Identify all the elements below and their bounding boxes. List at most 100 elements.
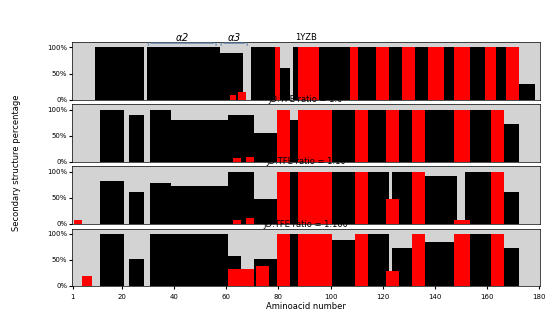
- Bar: [139, 115, 142, 162]
- Bar: [501, 248, 504, 286]
- Bar: [264, 133, 267, 162]
- Bar: [358, 47, 360, 100]
- Bar: [527, 84, 530, 100]
- Bar: [77, 220, 79, 224]
- Bar: [298, 234, 301, 286]
- Bar: [425, 241, 428, 286]
- Bar: [371, 47, 374, 100]
- Bar: [460, 220, 462, 224]
- Bar: [462, 110, 464, 162]
- Bar: [451, 176, 454, 224]
- Bar: [137, 259, 139, 286]
- Bar: [493, 110, 496, 162]
- Bar: [413, 110, 415, 162]
- Bar: [293, 172, 295, 224]
- Bar: [483, 172, 485, 224]
- Bar: [428, 110, 431, 162]
- Bar: [269, 199, 272, 224]
- Bar: [137, 191, 139, 224]
- Bar: [283, 234, 285, 286]
- Bar: [309, 179, 311, 224]
- Bar: [449, 47, 451, 100]
- Bar: [355, 234, 358, 286]
- Bar: [395, 172, 397, 224]
- Bar: [345, 47, 348, 100]
- Bar: [532, 84, 535, 100]
- Bar: [262, 259, 264, 286]
- Bar: [395, 110, 397, 162]
- Bar: [462, 220, 464, 224]
- Bar: [397, 199, 399, 224]
- Bar: [105, 234, 108, 286]
- Bar: [186, 47, 188, 100]
- Bar: [295, 172, 298, 224]
- Bar: [449, 241, 451, 286]
- Bar: [368, 172, 371, 224]
- Text: $\alpha$2: $\alpha$2: [175, 31, 189, 43]
- Bar: [111, 181, 114, 224]
- Bar: [423, 172, 425, 224]
- Bar: [457, 47, 460, 100]
- Bar: [366, 110, 368, 162]
- Bar: [404, 47, 407, 100]
- Bar: [228, 172, 230, 224]
- Bar: [478, 234, 480, 286]
- Bar: [348, 172, 350, 224]
- Bar: [95, 47, 98, 100]
- Bar: [399, 110, 402, 162]
- Bar: [236, 269, 238, 286]
- Bar: [506, 47, 509, 100]
- Bar: [225, 186, 228, 224]
- Bar: [514, 124, 517, 162]
- Bar: [444, 241, 446, 286]
- Bar: [386, 172, 389, 224]
- Bar: [301, 110, 303, 162]
- Bar: [244, 92, 246, 100]
- Bar: [295, 47, 298, 100]
- Bar: [509, 47, 511, 100]
- Bar: [498, 172, 501, 224]
- Bar: [142, 47, 144, 100]
- Bar: [525, 84, 527, 100]
- Bar: [392, 110, 395, 162]
- Bar: [259, 199, 262, 224]
- Bar: [490, 234, 493, 286]
- Bar: [469, 234, 472, 286]
- Bar: [170, 186, 173, 224]
- Bar: [220, 234, 223, 286]
- Bar: [283, 172, 285, 224]
- Bar: [176, 120, 179, 162]
- Bar: [163, 234, 165, 286]
- Bar: [355, 172, 358, 224]
- Bar: [267, 259, 269, 286]
- Bar: [165, 234, 168, 286]
- Bar: [168, 234, 170, 286]
- Bar: [181, 47, 183, 100]
- Bar: [212, 47, 215, 100]
- Bar: [446, 176, 449, 224]
- Bar: [272, 47, 274, 100]
- Bar: [402, 248, 404, 286]
- Bar: [488, 47, 490, 100]
- Bar: [428, 47, 431, 100]
- Bar: [368, 47, 371, 100]
- Bar: [392, 271, 395, 286]
- Bar: [272, 259, 274, 286]
- Bar: [168, 47, 170, 100]
- Bar: [485, 47, 488, 100]
- Bar: [350, 47, 353, 100]
- Bar: [277, 68, 280, 100]
- Bar: [360, 172, 363, 224]
- Bar: [360, 47, 363, 100]
- Bar: [311, 110, 314, 162]
- Title: JD:TFE ratio = 1:100: JD:TFE ratio = 1:100: [263, 219, 348, 228]
- Bar: [501, 172, 504, 224]
- Bar: [329, 172, 332, 224]
- Bar: [428, 176, 431, 224]
- Bar: [324, 123, 327, 162]
- Bar: [233, 158, 236, 162]
- Bar: [413, 172, 415, 224]
- Bar: [439, 241, 441, 286]
- Bar: [504, 124, 506, 162]
- Bar: [423, 241, 425, 286]
